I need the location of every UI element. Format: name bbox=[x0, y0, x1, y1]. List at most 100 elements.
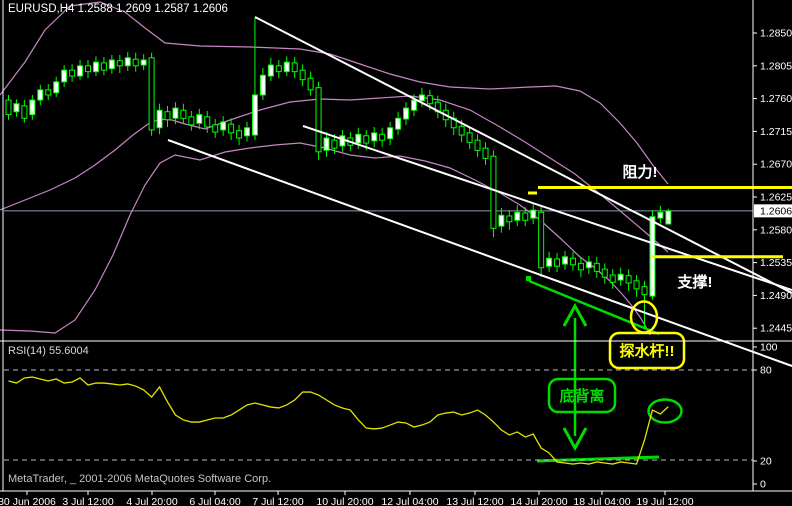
candle-bull bbox=[140, 59, 147, 66]
candle-bull bbox=[267, 64, 274, 77]
candle-bull bbox=[251, 94, 258, 136]
candle-bull bbox=[498, 214, 505, 227]
candle-bull bbox=[92, 61, 99, 73]
time-axis-label: 14 Jul 20:00 bbox=[510, 496, 567, 506]
bollinger-middle-band bbox=[0, 95, 669, 253]
candle-bear bbox=[379, 133, 386, 141]
candle-bull bbox=[530, 209, 537, 219]
candle-bull bbox=[124, 57, 131, 67]
time-axis-label: 10 Jul 20:00 bbox=[316, 496, 373, 506]
trendline-3[interactable] bbox=[167, 139, 792, 367]
price-axis-label: 1.2445 bbox=[760, 323, 792, 335]
candle-bear bbox=[299, 69, 306, 81]
time-axis-label: 13 Jul 12:00 bbox=[446, 496, 503, 506]
price-axis-label: 1.2760 bbox=[760, 93, 792, 105]
candle-bear bbox=[236, 130, 243, 139]
support-label[interactable]: 支撑! bbox=[677, 273, 713, 291]
candle-bull bbox=[514, 211, 521, 221]
candle-bear bbox=[291, 62, 298, 73]
time-axis-label: 7 Jul 12:00 bbox=[252, 496, 304, 506]
current-price-box bbox=[754, 204, 792, 218]
time-axis-label: 6 Jul 04:00 bbox=[189, 496, 241, 506]
annotation-labels[interactable]: 阻力! 支撑! 探水杆!! 底背离 bbox=[547, 163, 713, 414]
candle-bear bbox=[45, 89, 52, 96]
rsi-axis-label: 100 bbox=[760, 342, 778, 354]
probe-pole-label-box[interactable] bbox=[608, 331, 686, 370]
time-axis-label: 19 Jul 12:00 bbox=[636, 496, 693, 506]
rsi-axis-label: 80 bbox=[760, 365, 772, 377]
green-trendline-anchor[interactable] bbox=[526, 276, 531, 281]
candle-bear bbox=[490, 155, 497, 229]
candle-bull bbox=[156, 109, 163, 129]
candle-bear bbox=[522, 212, 529, 221]
yellow-sr-lines[interactable] bbox=[528, 186, 792, 259]
candle-bull bbox=[562, 256, 568, 265]
probe-pole-label[interactable]: 探水杆!! bbox=[620, 342, 675, 360]
candle-bear bbox=[180, 109, 187, 119]
candle-bear bbox=[458, 125, 465, 136]
candle-bear bbox=[69, 69, 76, 77]
candle-bear bbox=[100, 62, 107, 71]
green-trendline-price[interactable] bbox=[528, 279, 660, 336]
candle-bear bbox=[164, 111, 171, 121]
candle-bear bbox=[85, 65, 91, 73]
candle-bear bbox=[554, 258, 561, 267]
arrow-head-up bbox=[562, 302, 588, 327]
trendline-2[interactable] bbox=[302, 125, 792, 291]
candle-bear bbox=[474, 139, 481, 151]
green-circle-rsi-hook[interactable] bbox=[647, 398, 683, 424]
time-axis-label: 12 Jul 04:00 bbox=[381, 496, 438, 506]
candle-bear bbox=[331, 139, 338, 149]
price-axis-label: 1.2670 bbox=[760, 159, 792, 171]
price-axis-label: 1.2715 bbox=[760, 126, 792, 138]
time-axis-label: 4 Jul 20:00 bbox=[126, 496, 178, 506]
candle-bull bbox=[339, 135, 346, 147]
white-trendlines[interactable] bbox=[167, 16, 792, 367]
candle-bull bbox=[387, 127, 394, 140]
candle-bear bbox=[148, 57, 155, 131]
candle-bear bbox=[228, 123, 235, 134]
candle-bull bbox=[220, 121, 227, 131]
candle-bull bbox=[403, 107, 409, 120]
divergence-label-box[interactable] bbox=[547, 377, 617, 414]
candle-bear bbox=[5, 99, 12, 116]
bollinger-lower-band bbox=[0, 142, 651, 336]
candle-bull bbox=[244, 127, 250, 137]
time-axis-label: 18 Jul 04:00 bbox=[573, 496, 630, 506]
candle-bear bbox=[609, 274, 616, 283]
candle-bear bbox=[593, 262, 600, 272]
resistance-label[interactable]: 阻力! bbox=[623, 163, 658, 181]
candle-bull bbox=[196, 114, 203, 124]
candle-bear bbox=[641, 286, 648, 296]
candle-bull bbox=[355, 133, 362, 144]
candle-bull bbox=[108, 59, 115, 70]
rsi-panel bbox=[4, 369, 753, 465]
divergence-label[interactable]: 底背离 bbox=[559, 387, 604, 405]
price-axis-label: 1.2625 bbox=[760, 192, 792, 204]
candle-bear bbox=[315, 87, 322, 153]
candle-bear bbox=[204, 116, 211, 128]
green-objects[interactable] bbox=[526, 276, 683, 463]
candle-bear bbox=[212, 124, 219, 133]
current-price-value: 1.2606 bbox=[760, 205, 792, 217]
candle-bull bbox=[546, 257, 553, 267]
price-axis-label: 1.2805 bbox=[760, 60, 792, 72]
price-axis-label: 1.2580 bbox=[760, 224, 792, 236]
candle-bull bbox=[418, 94, 425, 102]
candle-bear bbox=[506, 215, 513, 223]
candle-bull bbox=[665, 210, 672, 225]
bollinger-upper-band bbox=[0, 1, 669, 185]
trendline-1[interactable] bbox=[254, 16, 792, 294]
candle-bear bbox=[307, 77, 314, 91]
copyright-text: MetaTrader, _ 2001-2006 MetaQuotes Softw… bbox=[8, 473, 271, 485]
candle-bear bbox=[482, 147, 489, 159]
candle-bear bbox=[188, 116, 195, 126]
candle-bear bbox=[538, 211, 545, 269]
arrow-head-down bbox=[562, 427, 588, 452]
chart-title: EURUSD,H4 1.2588 1.2609 1.2587 1.2606 bbox=[8, 3, 228, 15]
candle-bull bbox=[53, 81, 60, 94]
candle-bear bbox=[116, 60, 123, 67]
